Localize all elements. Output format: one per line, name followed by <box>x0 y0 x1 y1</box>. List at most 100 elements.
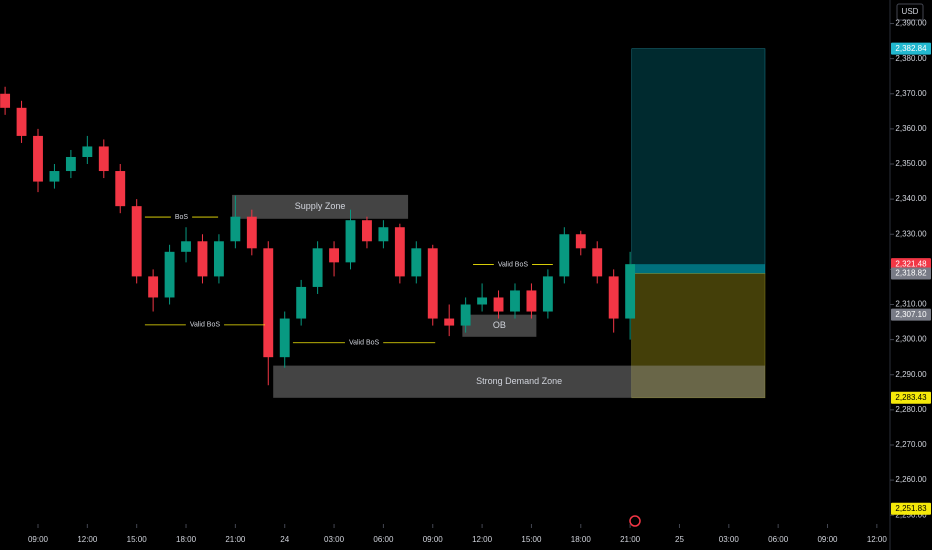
y-tick-label: 2,280.00 <box>895 405 927 414</box>
candle-body <box>362 220 372 242</box>
price-badge <box>891 308 931 321</box>
price-badge <box>891 391 931 404</box>
y-tick-label: 2,360.00 <box>895 124 927 133</box>
currency: USD <box>902 7 919 16</box>
zone-label: Supply Zone <box>295 201 346 211</box>
level-label: Valid BoS <box>498 261 529 268</box>
candle-body <box>329 248 339 263</box>
zone <box>462 314 537 337</box>
price-badge <box>891 267 931 280</box>
candle-body <box>559 234 570 277</box>
x-tick-label: 12:00 <box>77 535 98 544</box>
candle-body <box>49 171 60 182</box>
y-tick-label: 2,350.00 <box>895 159 927 168</box>
x-tick-label: 12:00 <box>867 535 888 544</box>
target-zone <box>631 48 766 274</box>
y-tick-label: 2,260.00 <box>895 475 927 484</box>
zone <box>232 194 409 219</box>
candle-body <box>510 290 520 312</box>
candle-body <box>542 276 553 312</box>
candle-body <box>197 241 208 277</box>
x-tick-label: 09:00 <box>817 535 838 544</box>
candle-body <box>279 318 290 358</box>
candle-body <box>345 220 356 263</box>
x-tick-label: 09:00 <box>28 535 49 544</box>
candle-body <box>394 227 405 277</box>
y-tick-label: 2,340.00 <box>895 194 927 203</box>
x-tick-label: 15:00 <box>521 535 542 544</box>
candle-body <box>98 146 109 172</box>
x-tick-label: 03:00 <box>324 535 345 544</box>
candle-body <box>230 216 241 242</box>
candle-body <box>411 248 422 277</box>
entry-band <box>631 264 765 274</box>
candle-body <box>592 248 603 277</box>
candle-body <box>181 241 191 252</box>
y-tick-label: 2,370.00 <box>895 89 927 98</box>
candle-body <box>460 304 471 326</box>
zone <box>273 365 765 398</box>
y-tick-label: 2,310.00 <box>895 300 927 309</box>
price-badge <box>891 502 931 515</box>
price-label: 2,307.10 <box>895 310 927 319</box>
candle-body <box>444 318 455 326</box>
candle-body <box>148 276 159 298</box>
x-tick-label: 15:00 <box>127 535 148 544</box>
x-tick-label: 25 <box>675 535 684 544</box>
x-tick-label: 03:00 <box>719 535 740 544</box>
candle-body <box>33 135 43 182</box>
zone-label: OB <box>493 320 506 330</box>
y-tick-label: 2,290.00 <box>895 370 927 379</box>
candle-body <box>477 297 488 305</box>
y-tick-label: 2,330.00 <box>895 229 927 238</box>
candle-body <box>263 248 274 358</box>
x-tick-label: 18:00 <box>571 535 592 544</box>
price-label: 2,382.84 <box>895 44 927 53</box>
price-label: 2,318.82 <box>895 269 927 278</box>
currency-box[interactable] <box>896 3 924 21</box>
candle-body <box>575 234 586 249</box>
y-tick-label: 2,300.00 <box>895 335 927 344</box>
candle-body <box>312 248 323 287</box>
y-tick-label: 2,380.00 <box>895 54 927 63</box>
zone-label: Strong Demand Zone <box>476 376 562 386</box>
price-badge <box>891 42 931 55</box>
stop-zone <box>631 273 766 399</box>
price-label: 2,283.43 <box>895 393 927 402</box>
candle-body <box>131 206 142 277</box>
candle-body <box>82 146 93 157</box>
level-label: Valid BoS <box>190 322 221 329</box>
candle-body <box>0 93 11 108</box>
x-tick-label: 18:00 <box>176 535 197 544</box>
x-tick-label: 12:00 <box>472 535 493 544</box>
x-tick-label: 21:00 <box>225 535 246 544</box>
x-tick-label: 06:00 <box>373 535 394 544</box>
candle-body <box>625 264 636 319</box>
candle-body <box>526 290 537 312</box>
candle-body <box>65 156 76 172</box>
candle-body <box>427 248 438 319</box>
candle-body <box>115 171 126 207</box>
candle-body <box>378 227 389 242</box>
candle-body <box>246 216 257 249</box>
candle-body <box>493 297 504 312</box>
candle-body <box>16 107 27 136</box>
x-tick-label: 24 <box>280 535 289 544</box>
x-tick-label: 06:00 <box>768 535 789 544</box>
candle-body <box>608 276 619 319</box>
level-label: BoS <box>175 214 189 221</box>
y-tick-label: 2,250.00 <box>895 510 927 519</box>
y-tick-label: 2,270.00 <box>895 440 927 449</box>
x-tick-label: 09:00 <box>423 535 444 544</box>
candle-body <box>296 286 307 319</box>
y-tick-label: 2,390.00 <box>895 19 927 28</box>
logo <box>629 515 641 527</box>
candle-body <box>213 241 224 277</box>
price-label: 2,251.83 <box>895 504 927 513</box>
candle-body <box>164 251 175 298</box>
x-tick-label: 21:00 <box>620 535 641 544</box>
price-label: 2,321.48 <box>895 259 927 268</box>
